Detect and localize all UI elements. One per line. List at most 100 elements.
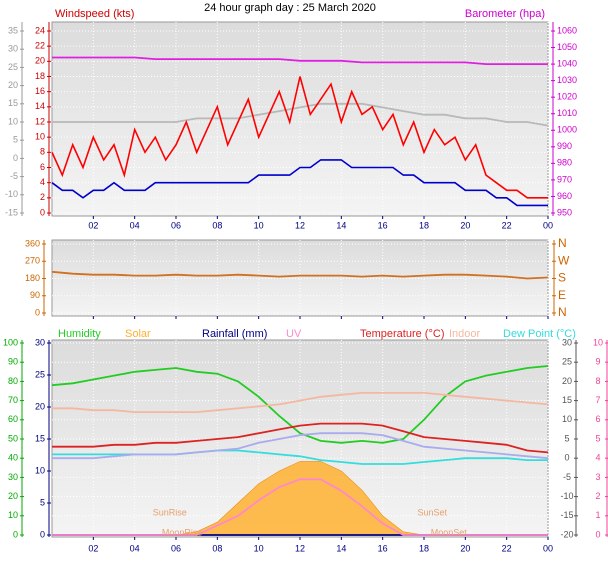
x-tick-label: 08 — [212, 543, 222, 553]
x-tick-label: 14 — [336, 543, 346, 553]
series-line — [52, 56, 548, 65]
legend-label: Humidity — [58, 328, 101, 340]
y-tick-label: -5 — [563, 472, 571, 482]
y-tick-label: 10 — [8, 116, 18, 126]
x-tick-label: 20 — [460, 220, 470, 230]
x-tick-label: 14 — [336, 220, 346, 230]
y-tick-label: 980 — [557, 158, 572, 168]
y-tick-label: 30 — [35, 337, 45, 347]
legend-label: Indoor — [449, 328, 481, 340]
y-tick-label: 5 — [564, 433, 569, 443]
y-tick-label: 25 — [35, 369, 45, 379]
x-tick-label: 06 — [171, 220, 181, 230]
y-tick-label: -5 — [10, 171, 18, 181]
legend-label: UV — [286, 328, 302, 340]
y-tick-label: 20 — [35, 401, 45, 411]
y-tick-label: 0 — [13, 153, 18, 163]
y-tick-label: N — [558, 305, 567, 319]
y-tick-label: 15 — [35, 433, 45, 443]
y-tick-label: -10 — [5, 189, 18, 199]
y-tick-label: 10 — [562, 414, 572, 424]
y-tick-label: E — [558, 288, 566, 302]
y-tick-label: 3 — [595, 472, 600, 482]
legend-label: Rainfall (mm) — [202, 328, 267, 340]
y-tick-label: 6 — [595, 414, 600, 424]
y-tick-label: 30 — [8, 44, 18, 54]
axis-title: Barometer (hpa) — [465, 8, 545, 20]
y-tick-label: 30 — [562, 337, 572, 347]
y-tick-label: 180 — [25, 273, 40, 283]
y-tick-label: 2 — [595, 491, 600, 501]
legend-label: Solar — [125, 328, 151, 340]
x-tick-label: 16 — [378, 543, 388, 553]
y-tick-label: 1010 — [557, 108, 577, 118]
y-tick-label: 360 — [25, 238, 40, 248]
y-tick-label: -20 — [560, 529, 573, 539]
legend-label: Dew Point (°C) — [503, 328, 576, 340]
y-tick-label: 100 — [3, 337, 18, 347]
x-tick-label: 04 — [130, 543, 140, 553]
y-tick-label: W — [558, 253, 570, 267]
y-tick-label: 4 — [40, 177, 45, 187]
y-tick-label: 950 — [557, 207, 572, 217]
x-tick-label: 10 — [254, 220, 264, 230]
legend-label: Temperature (°C) — [360, 328, 444, 340]
y-tick-label: 0 — [595, 529, 600, 539]
series-line — [52, 422, 549, 454]
y-tick-label: 0 — [40, 207, 45, 217]
y-tick-label: 40 — [8, 453, 18, 463]
y-tick-label: 30 — [8, 472, 18, 482]
annotation: SunSet — [418, 507, 448, 517]
plot-area — [51, 239, 549, 317]
y-tick-label: 24 — [35, 25, 45, 35]
y-tick-label: 5 — [595, 433, 600, 443]
axis-title: Windspeed (kts) — [55, 8, 134, 20]
x-tick-label: 08 — [212, 220, 222, 230]
y-tick-label: 990 — [557, 141, 572, 151]
series-line — [51, 159, 548, 207]
y-tick-label: -15 — [560, 510, 573, 520]
y-tick-label: 70 — [8, 395, 18, 405]
y-tick-label: 14 — [35, 101, 45, 111]
y-tick-label: 50 — [8, 433, 18, 443]
series-line — [51, 270, 549, 280]
y-tick-label: 35 — [8, 25, 18, 35]
y-tick-label: 1060 — [557, 25, 577, 35]
y-tick-label: 6 — [40, 162, 45, 172]
x-tick-label: 22 — [502, 543, 512, 553]
y-tick-label: 15 — [562, 395, 572, 405]
y-tick-label: -10 — [560, 491, 573, 501]
y-tick-label: 90 — [30, 290, 40, 300]
y-tick-label: 22 — [35, 41, 45, 51]
x-tick-label: 00 — [543, 220, 553, 230]
y-tick-label: 80 — [8, 376, 18, 386]
y-tick-label: 1000 — [557, 125, 577, 135]
y-tick-label: 8 — [40, 147, 45, 157]
x-tick-label: 22 — [502, 220, 512, 230]
y-tick-label: 970 — [557, 174, 572, 184]
y-tick-label: 10 — [8, 510, 18, 520]
y-tick-label: 9 — [595, 357, 600, 367]
x-tick-label: 18 — [419, 220, 429, 230]
x-tick-label: 02 — [88, 220, 98, 230]
y-tick-label: 1040 — [557, 58, 577, 68]
x-tick-label: 06 — [171, 543, 181, 553]
y-tick-label: 12 — [35, 116, 45, 126]
y-tick-label: 8 — [595, 376, 600, 386]
y-tick-label: 5 — [13, 135, 18, 145]
y-tick-label: 960 — [557, 191, 572, 201]
y-tick-label: S — [558, 271, 566, 285]
x-tick-label: 04 — [130, 220, 140, 230]
y-tick-label: 10 — [35, 465, 45, 475]
y-tick-label: 4 — [595, 453, 600, 463]
y-tick-label: 60 — [8, 414, 18, 424]
y-tick-label: 20 — [8, 491, 18, 501]
series-line — [52, 478, 548, 536]
y-tick-label: 20 — [8, 80, 18, 90]
y-tick-label: 90 — [8, 357, 18, 367]
y-tick-label: 18 — [35, 71, 45, 81]
y-tick-label: 1050 — [557, 42, 577, 52]
y-tick-label: -15 — [5, 207, 18, 217]
y-tick-label: 0 — [35, 307, 40, 317]
